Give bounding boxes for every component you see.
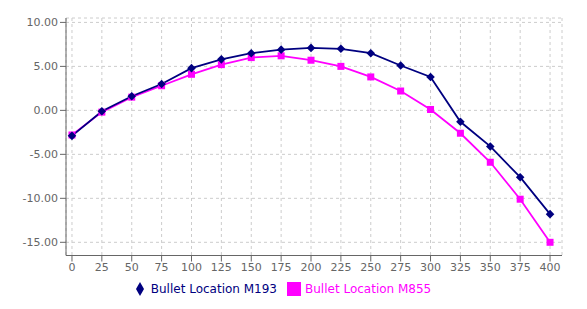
svg-text:375: 375	[510, 261, 531, 274]
svg-text:50: 50	[125, 261, 139, 274]
svg-text:75: 75	[155, 261, 169, 274]
svg-text:5.00: 5.00	[34, 60, 59, 73]
svg-text:125: 125	[211, 261, 232, 274]
svg-text:250: 250	[360, 261, 381, 274]
html-text:Bullet Location M193: Bullet Location M193	[150, 281, 277, 296]
svg-text:350: 350	[480, 261, 501, 274]
svg-text:-5.00: -5.00	[30, 148, 58, 161]
svg-text:200: 200	[301, 261, 322, 274]
svg-text:275: 275	[390, 261, 411, 274]
svg-text:0.00: 0.00	[34, 104, 59, 117]
svg-text:150: 150	[241, 261, 262, 274]
svg-text:175: 175	[271, 261, 292, 274]
svg-text:10.00: 10.00	[27, 16, 59, 29]
svg-text:100: 100	[181, 261, 202, 274]
svg-text:-15.00: -15.00	[23, 236, 58, 249]
svg-text:400: 400	[540, 261, 561, 274]
svg-text:300: 300	[420, 261, 441, 274]
svg-text:-10.00: -10.00	[23, 192, 58, 205]
svg-text:0: 0	[68, 261, 75, 274]
svg-text:325: 325	[450, 261, 471, 274]
html-text:Bullet Location M855: Bullet Location M855	[305, 281, 432, 296]
svg-text:25: 25	[95, 261, 109, 274]
svg-text:225: 225	[330, 261, 351, 274]
